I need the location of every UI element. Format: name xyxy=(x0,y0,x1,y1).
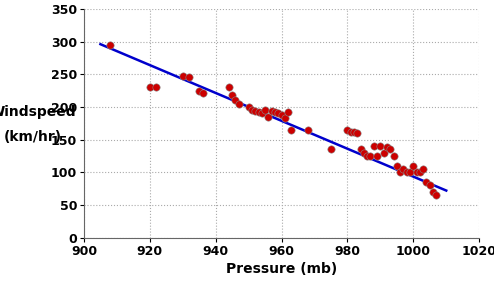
Point xyxy=(360,150,368,155)
Point xyxy=(228,93,236,97)
Point xyxy=(185,75,193,79)
Point xyxy=(268,109,276,114)
Point xyxy=(281,116,289,120)
Point xyxy=(261,108,269,113)
Point xyxy=(410,163,417,168)
Point xyxy=(195,88,203,93)
Point xyxy=(304,127,312,132)
Point xyxy=(347,129,355,134)
Point xyxy=(199,90,206,95)
Point xyxy=(153,85,161,90)
Point xyxy=(254,110,262,115)
Point xyxy=(380,150,388,155)
Point xyxy=(363,154,371,158)
Point xyxy=(264,114,272,119)
Point xyxy=(429,189,437,194)
Point xyxy=(248,108,256,113)
Point xyxy=(426,183,434,188)
Point xyxy=(271,110,279,115)
Point xyxy=(245,105,252,109)
Point xyxy=(146,85,154,90)
Point xyxy=(373,154,381,158)
Point xyxy=(225,85,233,90)
Point xyxy=(419,167,427,171)
Point xyxy=(284,110,292,115)
Point xyxy=(367,154,374,158)
Point xyxy=(416,170,424,175)
Point xyxy=(278,112,286,117)
Point xyxy=(350,129,358,134)
Point xyxy=(390,154,398,158)
Text: Windspeed: Windspeed xyxy=(0,105,76,119)
Point xyxy=(343,127,351,132)
Point xyxy=(403,170,411,175)
Point xyxy=(396,170,404,175)
Point xyxy=(274,111,282,116)
Point xyxy=(327,147,335,152)
Point xyxy=(357,147,365,152)
Point xyxy=(370,144,378,148)
Point xyxy=(406,170,414,175)
Point xyxy=(383,145,391,150)
Point xyxy=(353,131,361,135)
Point xyxy=(376,144,384,148)
Point xyxy=(235,101,243,106)
Point xyxy=(412,169,420,174)
Point xyxy=(432,193,440,198)
Point xyxy=(400,167,408,171)
Point xyxy=(288,127,295,132)
Point xyxy=(179,73,187,78)
Point xyxy=(251,109,259,114)
Point xyxy=(386,147,394,152)
Text: (km/hr): (km/hr) xyxy=(3,130,62,144)
Point xyxy=(393,163,401,168)
Point xyxy=(106,42,114,47)
X-axis label: Pressure (mb): Pressure (mb) xyxy=(226,262,337,276)
Point xyxy=(258,111,266,116)
Point xyxy=(422,180,430,184)
Point xyxy=(232,98,240,103)
